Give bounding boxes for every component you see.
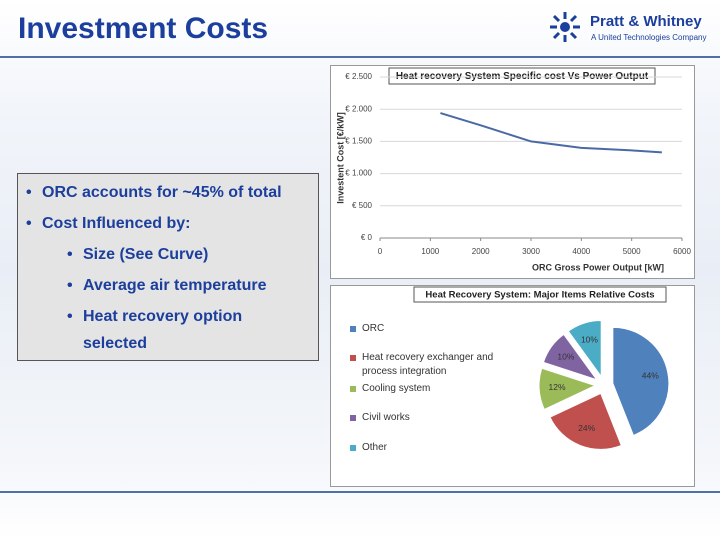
legend-swatch bbox=[350, 445, 356, 451]
slice-label: 10% bbox=[581, 334, 598, 344]
x-tick-label: 0 bbox=[378, 247, 383, 256]
legend-label: Civil works bbox=[362, 412, 410, 423]
x-tick-label: 5000 bbox=[623, 247, 641, 256]
pie-slice bbox=[612, 326, 670, 437]
x-tick-label: 4000 bbox=[572, 247, 590, 256]
y-tick-label: € 500 bbox=[352, 201, 373, 210]
slice-label: 10% bbox=[557, 352, 574, 362]
legend-swatch bbox=[350, 415, 356, 421]
bullet: Heat recovery option selected bbox=[67, 303, 310, 357]
logo-mark bbox=[550, 12, 580, 42]
pie-slice bbox=[542, 333, 599, 381]
x-tick-label: 2000 bbox=[472, 247, 490, 256]
x-tick-label: 3000 bbox=[522, 247, 540, 256]
y-tick-label: € 2.000 bbox=[345, 104, 372, 113]
logo-name: Pratt & Whitney bbox=[590, 13, 702, 30]
bullet: Average air temperature bbox=[67, 272, 310, 299]
chart-title-box bbox=[388, 67, 656, 85]
x-axis-label: ORC Gross Power Output [kW] bbox=[532, 262, 664, 272]
legend-swatch bbox=[350, 326, 356, 332]
y-axis-label: Investent Cost [€/kW] bbox=[335, 112, 345, 204]
x-tick-label: 1000 bbox=[421, 247, 439, 256]
bullet: Size (See Curve) bbox=[67, 241, 310, 268]
logo-tagline: A United Technologies Company bbox=[591, 33, 707, 42]
legend-swatch bbox=[350, 386, 356, 392]
line-chart-frame bbox=[330, 65, 695, 279]
bullet: ORC accounts for ~45% of total bbox=[26, 179, 310, 206]
header-rule bbox=[0, 56, 720, 58]
slice-label: 44% bbox=[642, 370, 659, 380]
legend-label: ORC bbox=[362, 323, 385, 334]
bullet: Cost Influenced by: bbox=[26, 210, 310, 237]
slice-label: 12% bbox=[549, 382, 566, 392]
y-tick-label: € 2.500 bbox=[345, 72, 372, 81]
chart-title: Heat Recovery System: Major Items Relati… bbox=[425, 290, 654, 301]
line-series bbox=[440, 112, 662, 154]
pie-slice bbox=[567, 319, 602, 378]
y-tick-label: € 1.000 bbox=[345, 169, 372, 178]
legend-label: Other bbox=[362, 442, 388, 453]
legend-swatch bbox=[350, 355, 356, 361]
legend-label: Heat recovery exchanger and process inte… bbox=[362, 352, 494, 377]
y-tick-label: € 0 bbox=[361, 233, 373, 242]
slice-label: 24% bbox=[578, 423, 595, 433]
y-tick-label: € 1.500 bbox=[345, 137, 372, 146]
footer-rule bbox=[0, 491, 720, 493]
legend-label: Cooling system bbox=[362, 383, 431, 394]
x-tick-label: 6000 bbox=[673, 247, 691, 256]
pie-slice bbox=[549, 392, 622, 450]
chart-title-box bbox=[413, 286, 667, 303]
slide-title: Investment Costs bbox=[18, 12, 269, 45]
pie-slice bbox=[538, 367, 597, 411]
